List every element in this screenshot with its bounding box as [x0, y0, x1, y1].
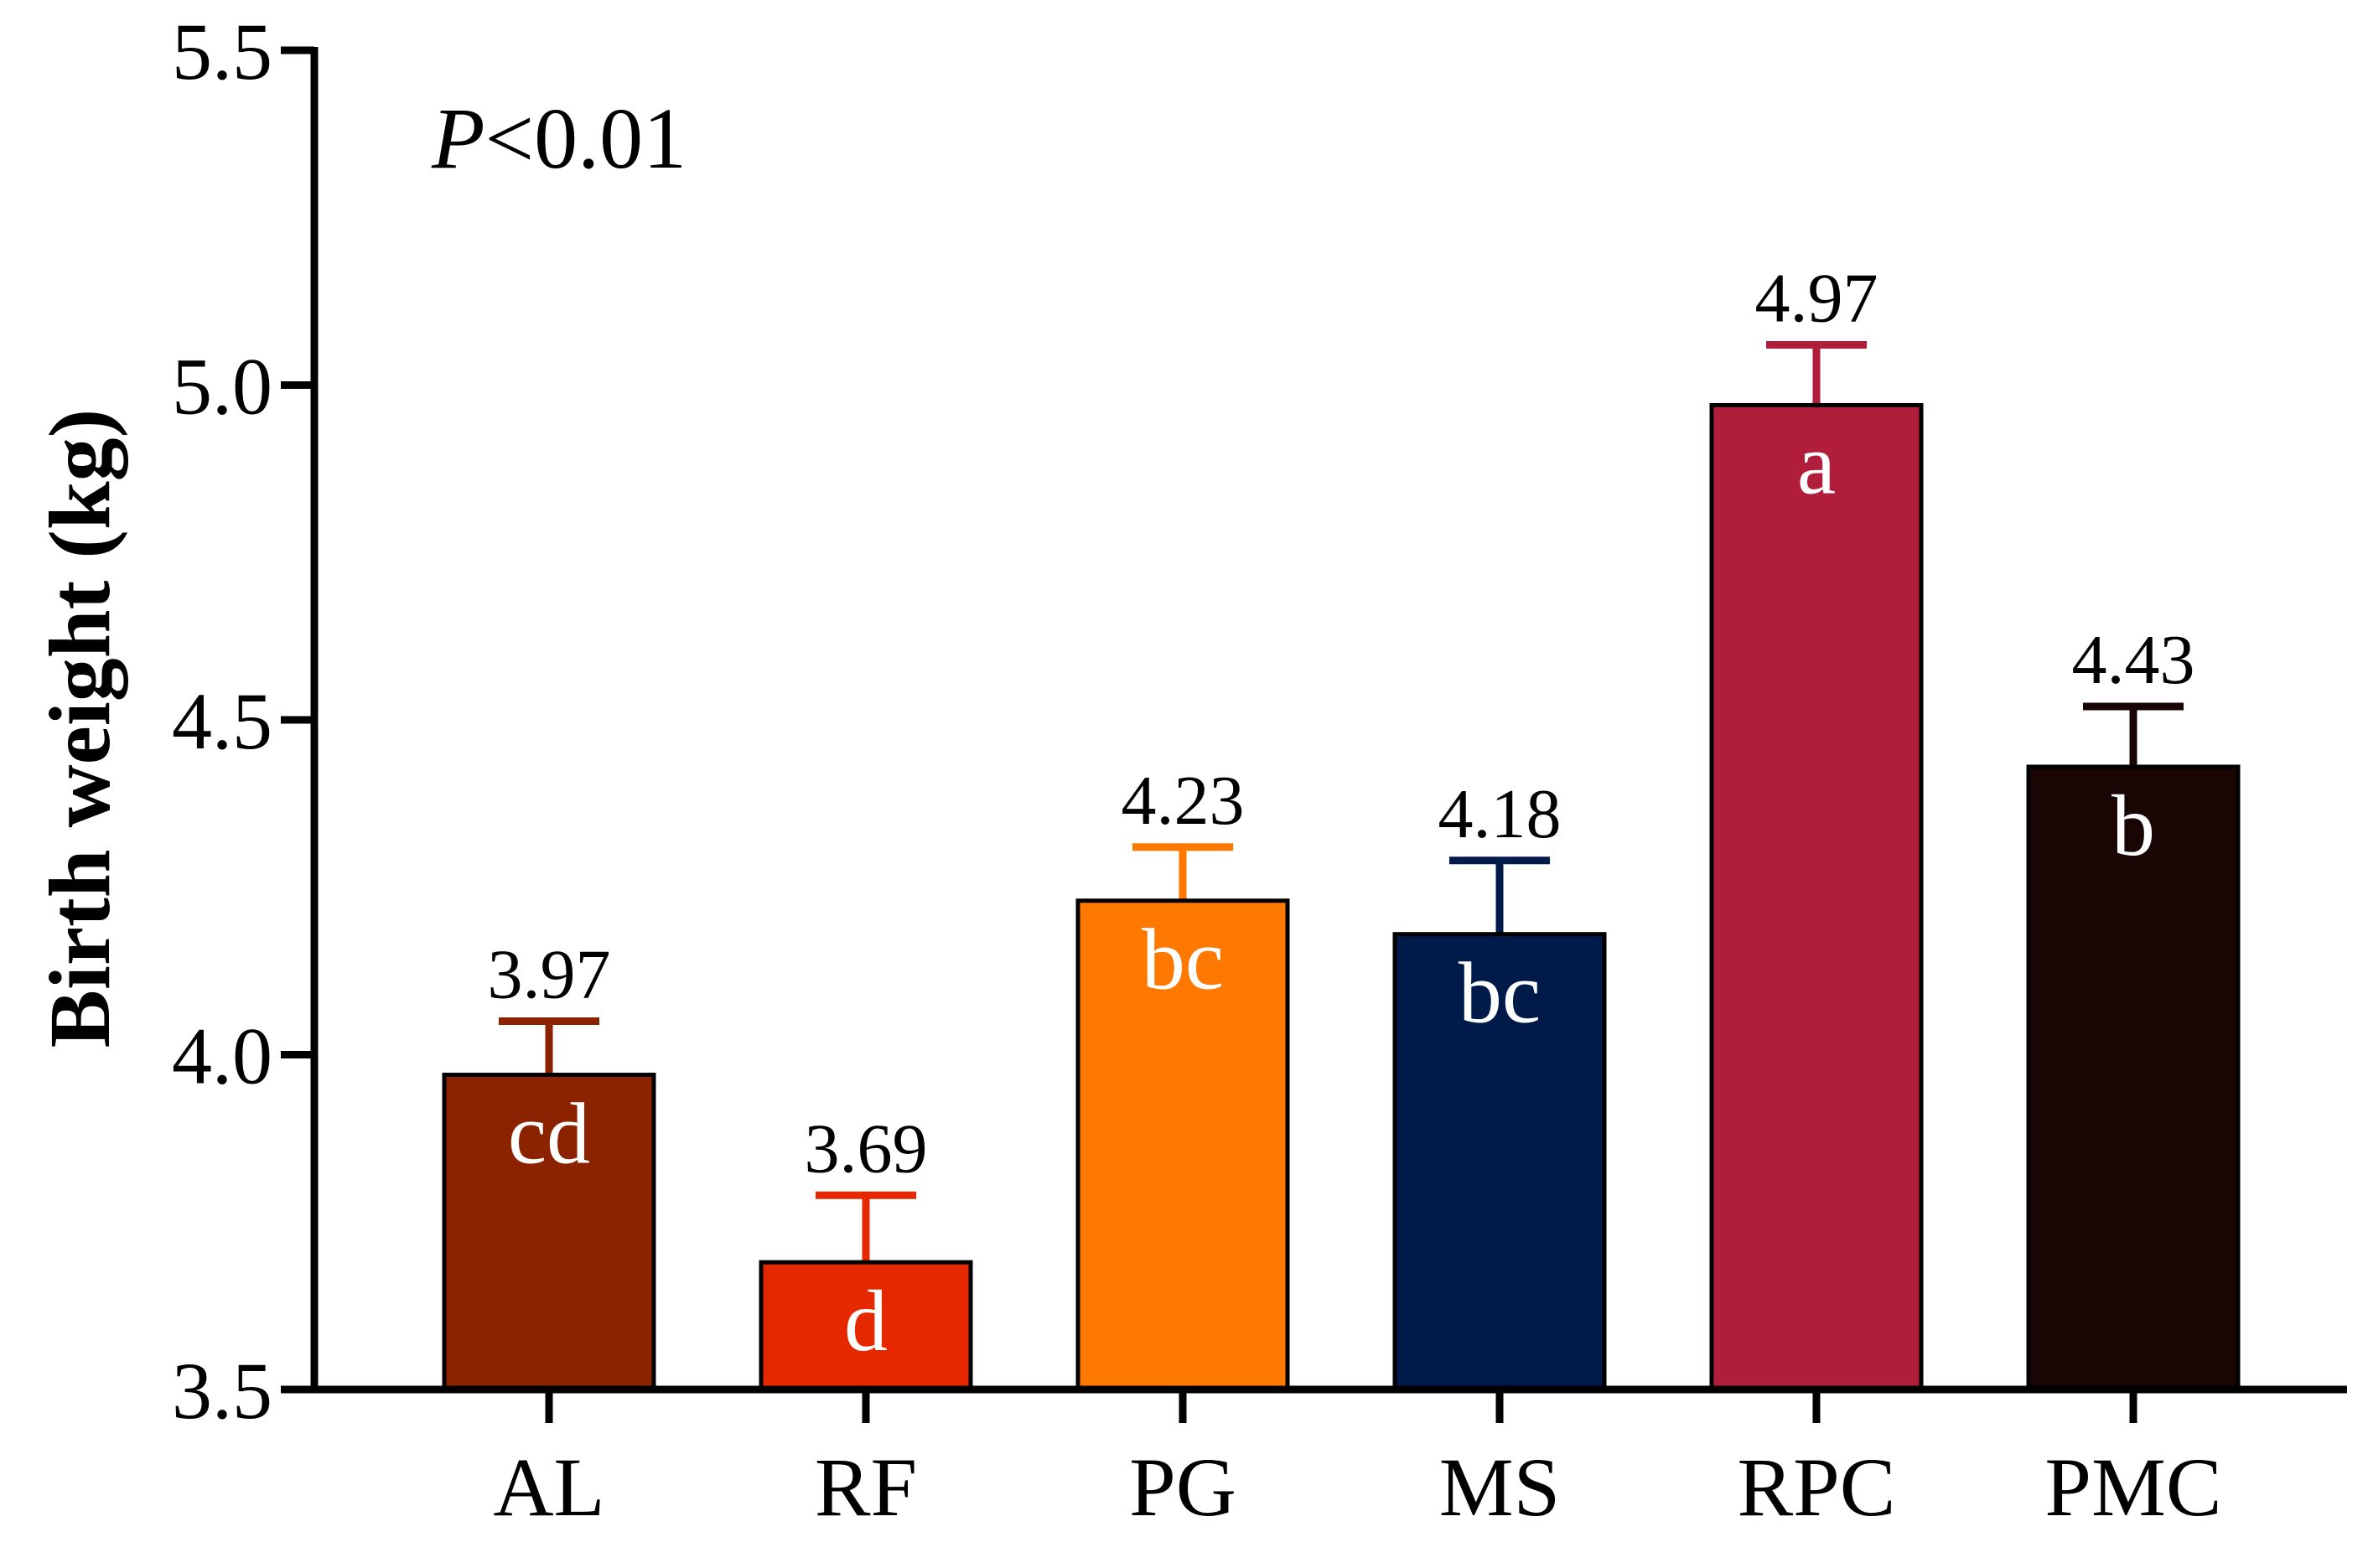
- significance-letter-pg: bc: [1142, 912, 1224, 1008]
- x-tick-label-rpc: RPC: [1737, 1441, 1895, 1534]
- value-label-rpc: 4.97: [1755, 260, 1878, 338]
- y-tick-label-2: 4.5: [172, 676, 272, 766]
- y-tick-label-0: 3.5: [172, 1346, 272, 1436]
- y-axis-label: Birth weight (kg): [32, 409, 128, 1048]
- p-value-threshold: <0.01: [485, 91, 687, 187]
- value-label-pmc: 4.43: [2072, 621, 2195, 699]
- x-tick-label-rf: RF: [815, 1441, 917, 1534]
- significance-letter-ms: bc: [1459, 945, 1541, 1042]
- x-tick-label-al: AL: [493, 1441, 604, 1534]
- significance-letter-rpc: a: [1797, 416, 1836, 512]
- value-label-rf: 3.69: [805, 1110, 928, 1188]
- significance-letter-pmc: b: [2112, 778, 2155, 874]
- x-tick-label-pg: PG: [1129, 1441, 1236, 1534]
- significance-letter-al: cd: [508, 1085, 590, 1182]
- significance-letter-rf: d: [844, 1273, 888, 1369]
- bar-pmc: [2026, 764, 2241, 1392]
- x-tick-label-ms: MS: [1439, 1441, 1561, 1534]
- bar-al: [442, 1072, 656, 1392]
- y-tick-label-1: 4.0: [172, 1012, 272, 1101]
- p-value-italic-p: P: [431, 91, 485, 187]
- y-tick-label-4: 5.5: [172, 7, 272, 96]
- value-label-al: 3.97: [488, 936, 611, 1014]
- p-value-annotation: P<0.01: [431, 91, 687, 187]
- x-tick-label-pmc: PMC: [2044, 1441, 2221, 1534]
- value-label-ms: 4.18: [1438, 775, 1562, 853]
- bar-pg: [1075, 898, 1290, 1392]
- y-tick-label-3: 5.0: [172, 342, 272, 432]
- value-label-pg: 4.23: [1122, 762, 1245, 840]
- bar-rpc: [1709, 402, 1924, 1392]
- bar-ms: [1392, 932, 1607, 1392]
